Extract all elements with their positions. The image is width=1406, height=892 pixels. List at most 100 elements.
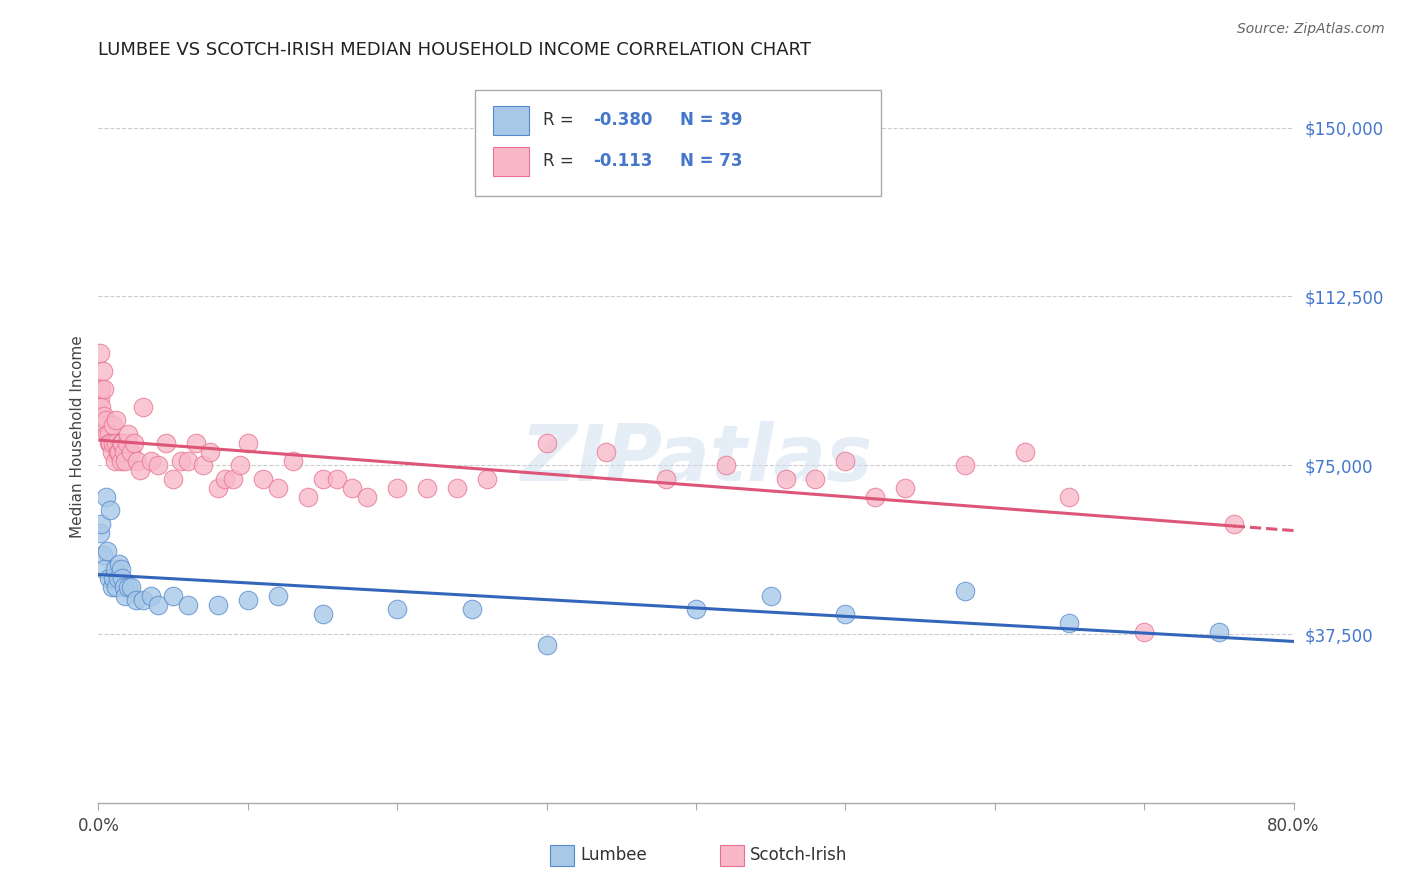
Bar bbox=[720, 846, 744, 866]
Point bbox=[385, 481, 409, 495]
Point bbox=[112, 580, 135, 594]
Text: N = 39: N = 39 bbox=[681, 112, 742, 129]
Point bbox=[342, 481, 364, 495]
Point bbox=[96, 543, 118, 558]
Point bbox=[132, 400, 155, 414]
Bar bbox=[550, 846, 574, 866]
Point bbox=[356, 490, 378, 504]
Point bbox=[953, 458, 976, 473]
Point bbox=[117, 580, 139, 594]
Text: -0.113: -0.113 bbox=[593, 153, 652, 170]
Y-axis label: Median Household Income: Median Household Income bbox=[69, 335, 84, 539]
Point bbox=[162, 589, 184, 603]
Point bbox=[120, 580, 142, 594]
Point bbox=[94, 490, 117, 504]
Point bbox=[110, 435, 132, 450]
Point bbox=[281, 453, 304, 467]
Point bbox=[1208, 624, 1230, 639]
Point bbox=[108, 558, 131, 572]
Point bbox=[714, 458, 737, 473]
Point bbox=[385, 602, 409, 616]
Point bbox=[326, 472, 349, 486]
Point bbox=[107, 571, 129, 585]
Point bbox=[267, 589, 290, 603]
Point bbox=[93, 382, 115, 396]
Point bbox=[775, 472, 797, 486]
Point bbox=[169, 453, 191, 467]
Point bbox=[148, 598, 170, 612]
Point bbox=[103, 571, 125, 585]
Point bbox=[103, 417, 125, 432]
Point bbox=[97, 435, 120, 450]
Point bbox=[536, 638, 558, 652]
Point bbox=[125, 593, 148, 607]
Point bbox=[89, 525, 111, 540]
Text: R =: R = bbox=[543, 153, 579, 170]
Point bbox=[93, 562, 115, 576]
Point bbox=[94, 417, 117, 432]
Point bbox=[103, 435, 125, 450]
Point bbox=[114, 453, 136, 467]
Text: -0.380: -0.380 bbox=[593, 112, 652, 129]
Point bbox=[96, 426, 118, 441]
Text: Lumbee: Lumbee bbox=[581, 847, 647, 864]
Point bbox=[132, 593, 155, 607]
Point bbox=[311, 607, 333, 621]
Point bbox=[536, 435, 558, 450]
Point bbox=[90, 400, 112, 414]
Text: Scotch-Irish: Scotch-Irish bbox=[749, 847, 848, 864]
Point bbox=[101, 580, 124, 594]
Point bbox=[214, 472, 236, 486]
Text: R =: R = bbox=[543, 112, 579, 129]
Point bbox=[114, 589, 136, 603]
Point bbox=[834, 607, 856, 621]
Point bbox=[93, 409, 115, 423]
Point bbox=[267, 481, 290, 495]
Point bbox=[111, 435, 134, 450]
Point bbox=[207, 481, 229, 495]
Text: LUMBEE VS SCOTCH-IRISH MEDIAN HOUSEHOLD INCOME CORRELATION CHART: LUMBEE VS SCOTCH-IRISH MEDIAN HOUSEHOLD … bbox=[98, 41, 811, 59]
Point bbox=[94, 413, 117, 427]
Bar bbox=[494, 146, 529, 176]
Point bbox=[104, 562, 127, 576]
Text: ZIPatlas: ZIPatlas bbox=[520, 421, 872, 497]
Point bbox=[105, 413, 128, 427]
Point bbox=[117, 426, 139, 441]
Point bbox=[416, 481, 439, 495]
Point bbox=[229, 458, 252, 473]
Point bbox=[111, 571, 134, 585]
Point bbox=[1223, 516, 1246, 531]
Point bbox=[236, 593, 259, 607]
Point bbox=[101, 444, 124, 458]
Point bbox=[685, 602, 707, 616]
Point bbox=[297, 490, 319, 504]
Point bbox=[129, 463, 152, 477]
Point bbox=[107, 444, 129, 458]
Point bbox=[139, 453, 162, 467]
Point bbox=[184, 435, 207, 450]
Point bbox=[200, 444, 222, 458]
Point bbox=[105, 435, 128, 450]
Point bbox=[98, 503, 122, 517]
Point bbox=[98, 435, 122, 450]
Point bbox=[894, 481, 917, 495]
Bar bbox=[494, 106, 529, 135]
Point bbox=[120, 444, 142, 458]
Point bbox=[105, 580, 128, 594]
Point bbox=[104, 453, 127, 467]
Point bbox=[252, 472, 274, 486]
Point bbox=[446, 481, 468, 495]
Point bbox=[97, 426, 120, 441]
Point bbox=[475, 472, 498, 486]
Point bbox=[112, 444, 135, 458]
Point bbox=[177, 598, 200, 612]
Point bbox=[124, 435, 146, 450]
Point bbox=[91, 548, 114, 562]
Point bbox=[1059, 490, 1081, 504]
Point bbox=[89, 345, 111, 359]
Point bbox=[108, 444, 131, 458]
Point bbox=[207, 598, 229, 612]
Point bbox=[91, 364, 114, 378]
Point bbox=[759, 589, 782, 603]
Point bbox=[90, 382, 112, 396]
